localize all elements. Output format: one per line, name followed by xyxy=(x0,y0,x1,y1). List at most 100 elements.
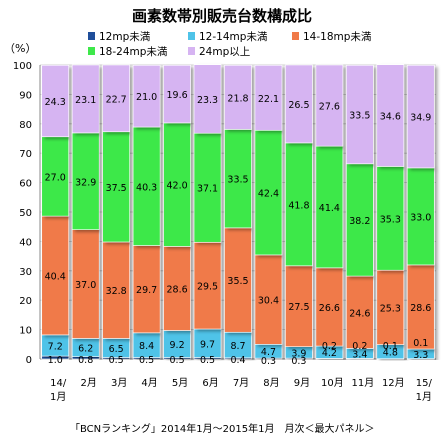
data-label: 40.4 xyxy=(45,272,66,283)
bar-segment xyxy=(315,64,344,147)
data-label: 8.4 xyxy=(139,341,154,352)
x-tick-label: 3月 xyxy=(111,377,127,389)
y-tick-label: 80 xyxy=(19,120,32,131)
data-label: 4.2 xyxy=(322,348,337,359)
data-label: 35.5 xyxy=(227,276,248,287)
data-label: 33.5 xyxy=(349,111,370,122)
y-tick-label: 10 xyxy=(19,326,32,337)
x-tick-label: 5月 xyxy=(172,377,188,389)
bar-segment xyxy=(315,267,344,347)
y-tick-label: 60 xyxy=(19,179,32,190)
bar-segment xyxy=(285,142,313,267)
x-tick-label: 14/1月 xyxy=(50,378,67,403)
data-label: 35.3 xyxy=(380,214,401,225)
data-label: 42.4 xyxy=(258,189,279,200)
legend-label: 18-24mp未満 xyxy=(99,46,168,58)
data-label: 28.6 xyxy=(166,284,187,295)
data-label: 42.0 xyxy=(166,181,187,192)
data-label: 1.0 xyxy=(48,355,63,366)
bar-segment xyxy=(376,64,405,167)
x-tick-label: 9月 xyxy=(294,377,310,389)
legend-swatch xyxy=(292,32,299,40)
data-label: 33.5 xyxy=(227,175,248,186)
bar-segment xyxy=(193,132,222,243)
data-label: 22.1 xyxy=(258,94,279,105)
bar-segment xyxy=(376,166,405,271)
legend-swatch xyxy=(188,47,195,55)
data-label: 0.5 xyxy=(200,355,215,366)
data-label: 33.0 xyxy=(410,212,431,223)
data-label: 21.8 xyxy=(227,93,248,104)
data-label: 27.6 xyxy=(319,102,340,113)
data-label: 4.7 xyxy=(261,347,276,358)
data-label: 3.3 xyxy=(413,350,428,361)
bar-segment xyxy=(193,64,222,134)
bar-segment xyxy=(285,64,313,144)
bar-segment xyxy=(406,64,435,169)
x-tick-label: 12月 xyxy=(382,377,405,389)
data-label: 0.5 xyxy=(170,355,185,366)
data-label: 3.4 xyxy=(352,349,367,360)
data-labels: 7.2 40.4 27.0 24.3 6.2 37.0 32.9 23.1 6.5 32.8 37.… xyxy=(45,90,432,367)
data-label: 41.8 xyxy=(288,200,309,211)
data-label: 4.8 xyxy=(383,348,398,359)
data-label: 3.9 xyxy=(291,348,306,359)
data-label: 28.6 xyxy=(410,303,431,314)
bar-segment xyxy=(102,131,130,243)
legend: 12mp未満 12-14mp未満 14-18mp未満 18-24mp未満 24mp以上 xyxy=(88,31,372,58)
data-label: 0.2 xyxy=(352,341,367,352)
x-tick-label: 10月 xyxy=(321,377,344,389)
data-label: 37.5 xyxy=(106,183,127,194)
data-label: 19.6 xyxy=(166,90,187,101)
bar-segment xyxy=(41,64,70,138)
data-label: 8.7 xyxy=(230,341,245,352)
data-label: 0.5 xyxy=(139,355,154,366)
y-tick-label: 0 xyxy=(26,355,32,366)
bar-segment xyxy=(163,64,191,124)
data-label: 29.5 xyxy=(197,282,218,293)
bar-segment xyxy=(346,64,374,165)
data-label: 37.0 xyxy=(75,280,96,291)
data-label: 34.6 xyxy=(380,112,401,123)
bar-segment xyxy=(71,64,100,134)
data-label: 21.0 xyxy=(136,92,157,103)
legend-label: 12mp未満 xyxy=(99,31,151,43)
bar-segment xyxy=(224,331,252,359)
bar-segment xyxy=(224,227,252,333)
bar-segment xyxy=(102,64,130,133)
data-label: 0.2 xyxy=(322,341,337,352)
legend-swatch xyxy=(88,47,95,55)
data-label: 6.2 xyxy=(78,344,93,355)
bar-segment xyxy=(163,330,191,358)
bar-segment xyxy=(71,132,100,230)
bar-segment xyxy=(132,245,161,334)
data-label: 0.1 xyxy=(383,341,398,352)
data-label: 0.4 xyxy=(230,355,245,366)
data-label: 26.5 xyxy=(288,100,309,111)
x-tick-label: 7月 xyxy=(233,377,249,389)
data-label: 0.3 xyxy=(261,356,276,367)
data-label: 0.8 xyxy=(78,355,93,366)
bar-segment xyxy=(315,145,344,269)
bar-segment xyxy=(163,122,191,247)
data-label: 24.6 xyxy=(349,308,370,319)
y-tick-label: 70 xyxy=(19,149,32,160)
bar-segment xyxy=(285,265,313,347)
data-label: 34.9 xyxy=(410,113,431,124)
bar-segment xyxy=(132,332,161,358)
data-label: 40.3 xyxy=(136,182,157,193)
bar-segment xyxy=(41,215,70,336)
x-axis: 14/1月 2月 3月 4月 5月 6月 7月 8月 9月 10月 11月 12月 15/1月 xyxy=(50,377,432,403)
bar-segment xyxy=(406,264,435,350)
data-label: 22.7 xyxy=(106,94,127,105)
bar-segment xyxy=(254,254,283,345)
x-tick-label: 6月 xyxy=(202,377,218,389)
x-tick-label: 15/1月 xyxy=(416,378,433,403)
x-tick-label: 11月 xyxy=(351,377,374,389)
data-label: 26.6 xyxy=(319,303,340,314)
bar-segment xyxy=(346,163,374,277)
data-label: 0.3 xyxy=(291,356,306,367)
data-label: 7.2 xyxy=(48,341,63,352)
data-label: 23.1 xyxy=(75,95,96,106)
data-label: 9.2 xyxy=(170,340,185,351)
